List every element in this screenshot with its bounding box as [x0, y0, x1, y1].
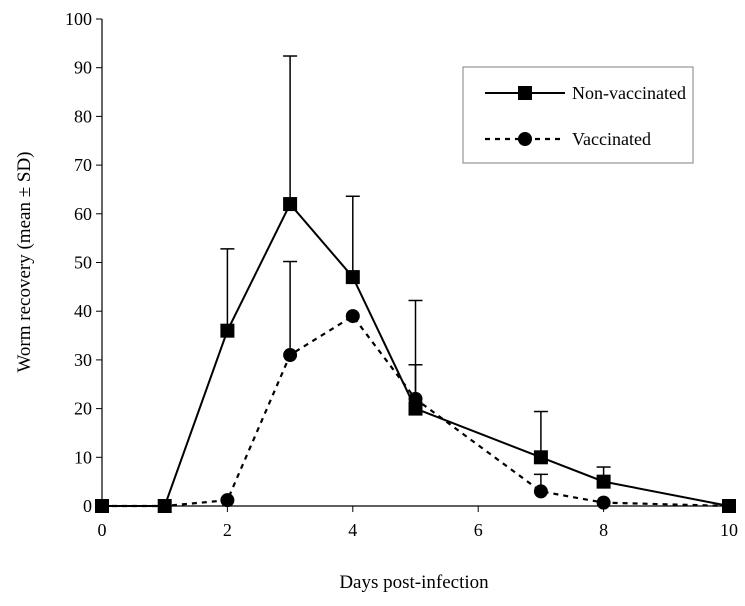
data-point-vaccinated — [596, 495, 611, 510]
data-point-non-vaccinated — [596, 474, 611, 489]
data-point-vaccinated — [533, 484, 548, 499]
x-tick-label: 8 — [599, 520, 608, 540]
legend-marker-square — [518, 86, 532, 100]
y-tick-label: 70 — [74, 155, 92, 175]
data-point-vaccinated — [157, 499, 172, 513]
data-point-vaccinated — [220, 493, 235, 508]
data-point-non-vaccinated — [408, 401, 423, 416]
data-point-non-vaccinated — [283, 197, 298, 212]
error-bars — [220, 55, 611, 492]
y-axis-title: Worm recovery (mean ± SD) — [14, 152, 35, 373]
legend-label-non-vaccinated: Non-vaccinated — [572, 83, 686, 103]
y-tick-label: 0 — [83, 496, 92, 516]
y-tick-label: 10 — [74, 447, 92, 467]
x-tick-label: 10 — [720, 520, 738, 540]
data-point-non-vaccinated — [533, 450, 548, 465]
axes: 0 10 20 30 40 50 60 70 80 90 100 0 2 4 6 8 10 — [65, 9, 738, 540]
y-tick-label: 80 — [74, 106, 92, 126]
y-tick-label: 30 — [74, 350, 92, 370]
y-tick-label: 60 — [74, 204, 92, 224]
x-tick-label: 4 — [348, 520, 357, 540]
data-point-vaccinated — [95, 499, 109, 513]
y-tick-label: 50 — [74, 253, 92, 273]
series-line-vaccinated — [102, 314, 730, 508]
series-markers — [95, 197, 736, 513]
data-point-vaccinated — [722, 499, 736, 513]
x-tick-label: 0 — [98, 520, 107, 540]
data-point-vaccinated — [408, 391, 423, 406]
y-tick-label: 90 — [74, 58, 92, 78]
y-tick-label: 100 — [65, 9, 92, 29]
data-point-vaccinated — [283, 348, 298, 363]
y-tick-label: 40 — [74, 301, 92, 321]
data-point-non-vaccinated — [220, 323, 235, 338]
y-tick-label: 20 — [74, 399, 92, 419]
legend-box — [462, 66, 694, 164]
legend: Non-vaccinated Vaccinated — [462, 66, 694, 164]
legend-label-vaccinated: Vaccinated — [572, 129, 651, 149]
legend-marker-circle — [518, 132, 532, 146]
data-point-non-vaccinated — [345, 270, 360, 285]
x-axis-title: Days post-infection — [339, 572, 489, 593]
x-tick-label: 2 — [223, 520, 232, 540]
data-point-vaccinated — [345, 309, 360, 324]
x-tick-label: 6 — [474, 520, 483, 540]
